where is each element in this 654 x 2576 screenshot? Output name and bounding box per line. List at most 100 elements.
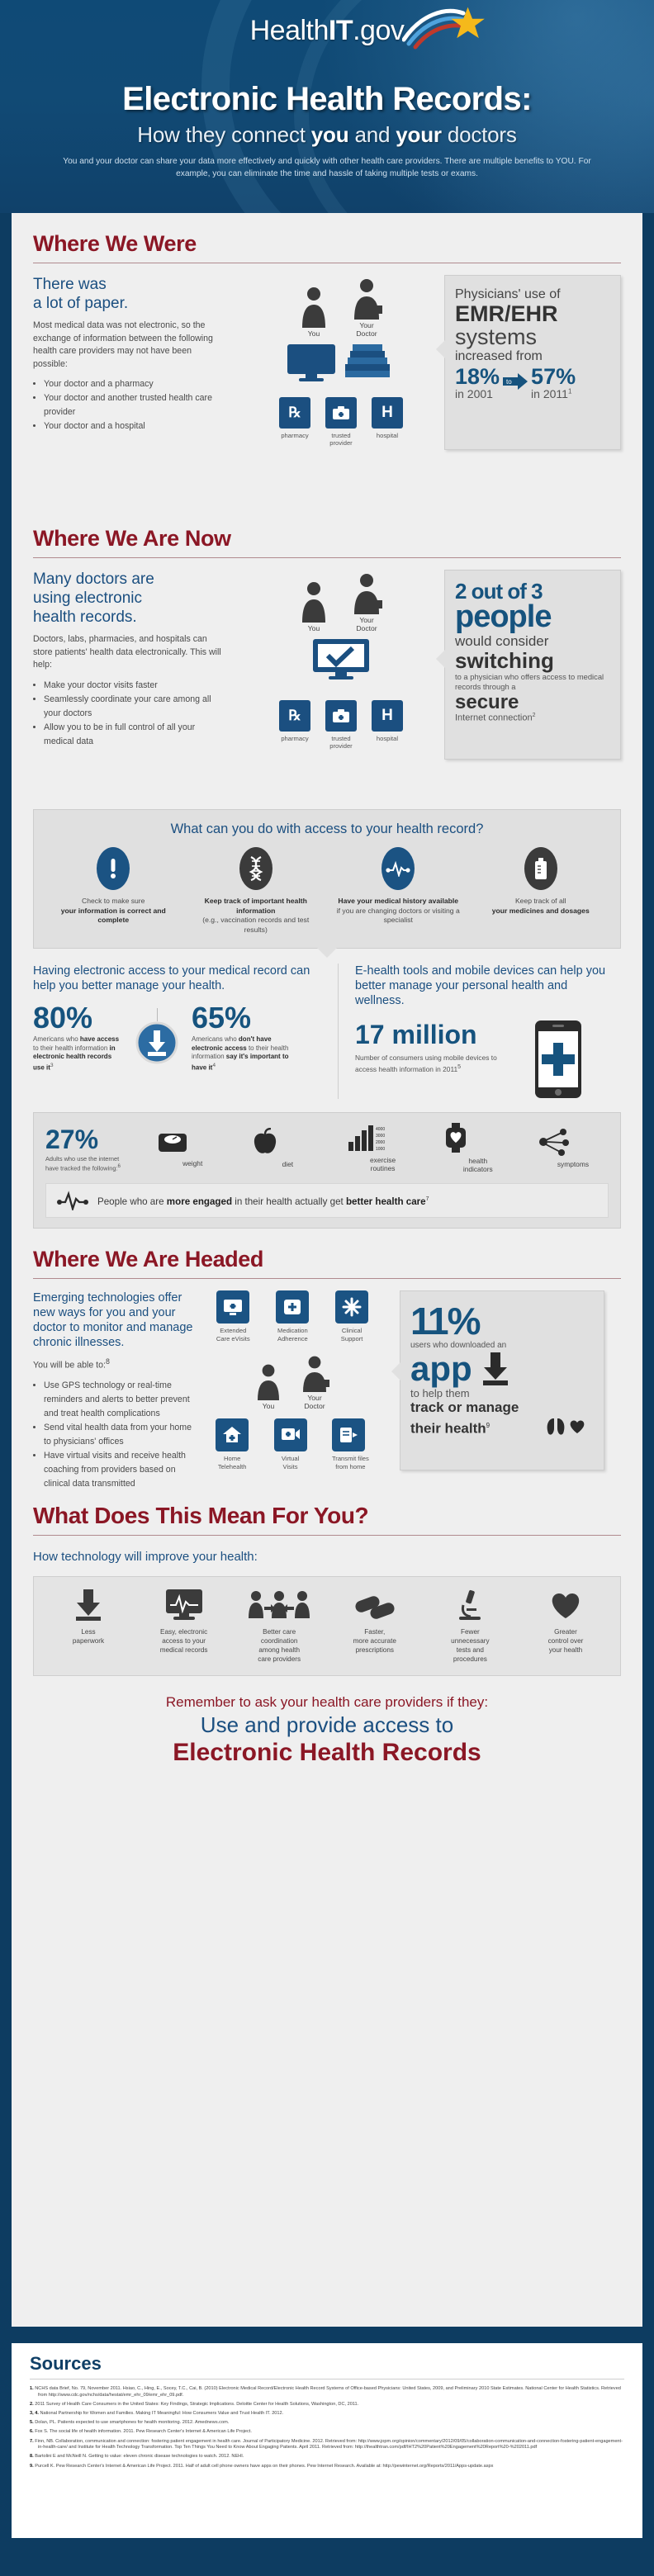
remember-line-3: Electronic Health Records	[173, 1739, 481, 1767]
benefit-item: Less paperwork	[42, 1589, 135, 1664]
svg-text:2000: 2000	[376, 1140, 385, 1145]
benefit-label: Easy, electronic access to your medical re…	[159, 1628, 208, 1655]
doctor-person-icon	[354, 279, 382, 320]
benefit-item: Greater control over your health	[519, 1589, 612, 1664]
pills-icon	[355, 1596, 395, 1619]
virtual-visits-icon	[273, 1418, 307, 1451]
smartwatch-icon	[445, 1123, 466, 1153]
list-item: Your doctor and another trusted health c…	[44, 391, 225, 419]
stat-from-pct: 18%	[455, 364, 500, 389]
heading-where-we-are-now: Where We Are Now	[33, 526, 231, 551]
icon-label-trusted-provider: trusted provider	[329, 735, 353, 750]
headed-bullet-list: Use GPS technology or real-time reminder…	[44, 1379, 197, 1491]
microscope-icon	[459, 1590, 481, 1621]
divider	[33, 1535, 621, 1537]
panel-tail	[317, 948, 337, 958]
stat-line-3: systems	[455, 324, 538, 349]
source-item: 5. Dolan, PL. Patients expected to use s…	[30, 2420, 230, 2426]
stat-line-4: increased from	[455, 349, 543, 363]
source-item: 2. 2011 Survey of Health Care Consumers …	[30, 2401, 359, 2407]
remember-line-1: Remember to ask your health care provide…	[165, 1694, 489, 1711]
benefit-item: Better care coordination among health care …	[233, 1589, 325, 1664]
stat-line-2: EMR/EHR	[455, 301, 558, 326]
stat-app-line1: users who downloaded an	[410, 1341, 507, 1350]
were-text-column: There was a lot of paper. Most medical da…	[33, 275, 225, 433]
pharmacy-icon: ℞	[279, 700, 310, 732]
exclamation-icon	[97, 847, 130, 890]
benefits-panel: Less paperwork Easy, electronic access to …	[33, 1576, 621, 1677]
extended-care-icon	[216, 1290, 249, 1324]
lungs-heart-icons	[547, 1418, 585, 1435]
headed-subheading: Emerging technologies offer new ways for…	[33, 1291, 193, 1349]
svg-text:3000: 3000	[376, 1134, 385, 1139]
care-coordination-icon	[249, 1591, 310, 1619]
trusted-provider-icon	[325, 700, 357, 732]
intro-paragraph: You and your doctor can share your data …	[63, 157, 591, 178]
source-item: 1. NCHS data Brief, No. 79, November 201…	[30, 2386, 621, 2398]
manage-right-column: E-health tools and mobile devices can he…	[339, 964, 611, 1099]
were-subheading: There was a lot of paper.	[33, 276, 129, 312]
stat-would-consider: would consider	[455, 633, 549, 649]
hospital-icon: H	[372, 700, 403, 732]
manage-left-column: Having electronic access to your medical…	[33, 964, 339, 1099]
list-item: Make your doctor visits faster	[44, 679, 225, 693]
heading-where-we-are-headed: Where We Are Headed	[33, 1247, 263, 1271]
svg-text:to: to	[506, 378, 512, 386]
list-item: Your doctor and a pharmacy	[44, 377, 225, 391]
stat-to-year: in 20111	[531, 387, 572, 400]
heartbeat-icon	[57, 1191, 88, 1210]
source-item: 6. Fox S. The social life of health info…	[30, 2429, 252, 2435]
stat-card-app: 11% users who downloaded an app to help …	[391, 1290, 604, 1470]
tech-label: Home Telehealth	[217, 1455, 247, 1470]
source-item: 8. Bartolini E and McNeill N. Getting to…	[30, 2454, 244, 2460]
stat-17-million: 17 million	[355, 1020, 477, 1049]
bar-chart-icon: 4000 3000 2000 1000	[348, 1125, 385, 1152]
stat-card-switching: 2 out of 3 people would consider switchi…	[436, 570, 621, 760]
remember-line-2: Use and provide access to	[200, 1712, 454, 1738]
now-illustration: You Your Doctor	[246, 573, 436, 750]
now-paragraph: Doctors, labs, pharmacies, and hospitals…	[33, 634, 221, 670]
stat-65-percent: 65%	[192, 1001, 252, 1035]
track-item-weight: weight	[157, 1129, 228, 1167]
stat-secure: secure	[455, 691, 519, 713]
list-item: Your doctor and a hospital	[44, 419, 225, 433]
track-label: exercise routines	[369, 1156, 396, 1172]
stat-from-year: in 2001	[455, 387, 493, 400]
benefit-item: Faster, more accurate prescriptions	[329, 1589, 421, 1664]
access-to-record-panel: What can you do with access to your heal…	[33, 809, 621, 958]
stat-to-pct: 57%	[531, 364, 576, 389]
engagement-callout: People who are more engaged in their hea…	[45, 1183, 609, 1218]
tech-label: Clinical Support	[340, 1327, 363, 1342]
were-bullet-list: Your doctor and a pharmacy Your doctor a…	[44, 377, 225, 433]
stat-app-word: app	[410, 1349, 472, 1388]
page-title: Electronic Health Records:	[122, 81, 532, 117]
manage-left-lead: Having electronic access to your medical…	[33, 964, 310, 992]
sources-panel: Sources 1. NCHS data Brief, No. 79, Nove…	[12, 2343, 642, 2538]
source-item: 3, 4. National Partnership for Women and…	[30, 2410, 284, 2416]
logo-it: IT	[328, 15, 353, 46]
star-swoosh-icon	[401, 7, 485, 50]
transmit-files-icon	[331, 1418, 365, 1451]
trusted-provider-icon	[325, 397, 357, 429]
logo-health: Health	[249, 15, 329, 46]
icon-label-hospital: hospital	[376, 735, 399, 742]
access-item: Keep track of important health informati…	[191, 847, 321, 935]
label-your-doctor: Your Doctor	[304, 1394, 325, 1410]
sources-title: Sources	[30, 2353, 102, 2374]
monitor-records-icon	[165, 1589, 202, 1621]
list-item: Allow you to be in full control of all y…	[44, 721, 225, 749]
source-item: 9. Purcell K. Pew Research Center's Inte…	[30, 2463, 494, 2469]
stat-app-line3: to help them	[410, 1387, 470, 1399]
label-you: You	[307, 329, 320, 338]
benefits-grid: Less paperwork Easy, electronic access to …	[42, 1589, 612, 1664]
track-label: weight	[182, 1159, 203, 1167]
benefit-label: Less paperwork	[72, 1628, 105, 1646]
label-you: You	[262, 1402, 275, 1410]
subtitle-your: your	[396, 122, 442, 147]
access-item: Check to make sure your information is co…	[48, 847, 178, 935]
tracking-row: 27% Adults who use the internet have tra…	[45, 1123, 609, 1173]
heart-icon	[552, 1593, 580, 1619]
card-notch	[436, 650, 445, 668]
stat-27-percent: 27%	[45, 1124, 99, 1154]
subtitle-part-1: How they connect	[137, 122, 311, 147]
